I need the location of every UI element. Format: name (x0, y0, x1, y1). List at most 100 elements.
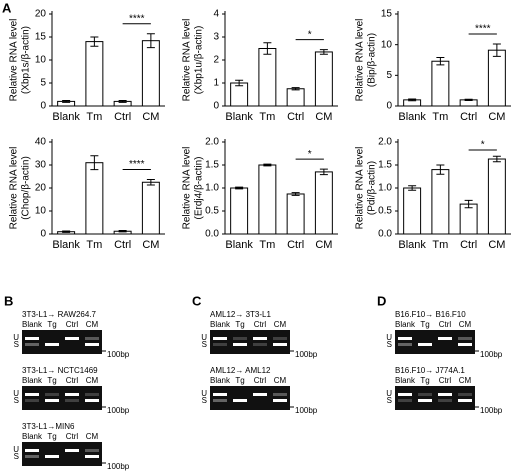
band (273, 337, 287, 340)
y-tick-label: 30 (35, 160, 47, 171)
band (273, 399, 287, 402)
lane-label: CM (274, 320, 287, 329)
error-bar (492, 43, 501, 57)
lane-label: Tg (47, 320, 56, 329)
bar (85, 41, 104, 107)
lane-label: Ctrl (66, 320, 79, 329)
y-tick-label: 2.0 (378, 137, 392, 148)
y-tick-label: 0.0 (378, 229, 392, 240)
significance-label: **** (129, 159, 145, 170)
error-bar (90, 36, 99, 47)
x-tick-label: Tm (86, 111, 102, 123)
y-tick-label: 0 (40, 101, 46, 112)
x-tick-label: Blank (398, 239, 426, 251)
band (398, 393, 412, 396)
x-tick-label: CM (142, 239, 159, 251)
band (458, 393, 472, 396)
blot-title: 3T3-L1→ NCTC1469 (22, 366, 98, 375)
x-tick-label: Blank (398, 111, 426, 123)
band (45, 343, 59, 346)
error-bar (118, 230, 127, 233)
band (418, 399, 432, 402)
x-tick-label: Ctrl (287, 111, 304, 123)
lane-label: CM (459, 376, 472, 385)
band-label: U (13, 389, 19, 398)
error-bar (62, 99, 71, 103)
y-tick-label: 1.0 (205, 183, 219, 194)
bar (314, 51, 333, 107)
band (65, 449, 79, 452)
gel (395, 330, 475, 354)
error-bar (62, 230, 71, 233)
y-axis-label: Relative RNA level (9, 19, 20, 102)
panel-label: B (4, 293, 13, 308)
band (25, 337, 39, 340)
band (85, 337, 99, 340)
y-tick-label: 5 (40, 78, 46, 89)
band (25, 343, 39, 346)
band (438, 337, 452, 340)
bar (286, 193, 305, 235)
y-axis-label: (Bip/β-actin) (367, 33, 378, 87)
error-bar (319, 49, 328, 55)
x-tick-label: CM (315, 111, 332, 123)
y-tick-label: 1.5 (205, 160, 219, 171)
bar (258, 48, 277, 107)
significance-label: * (308, 29, 312, 40)
bar (431, 169, 450, 235)
band-label: S (14, 340, 19, 349)
lane-label: CM (86, 432, 99, 441)
band (398, 337, 412, 340)
y-tick-label: 10 (35, 206, 47, 217)
bar (487, 158, 506, 235)
band (418, 343, 432, 346)
lane-label: Blank (22, 376, 43, 385)
x-tick-label: Blank (225, 239, 253, 251)
bar (85, 162, 104, 235)
bar (230, 187, 249, 235)
error-bar (146, 178, 155, 186)
x-tick-label: CM (488, 111, 505, 123)
lane-label: Tg (235, 376, 244, 385)
error-bar (291, 192, 300, 196)
lane-label: Tg (420, 376, 429, 385)
bar (431, 60, 450, 107)
band (398, 343, 412, 346)
y-tick-label: 2 (213, 55, 219, 66)
band (85, 343, 99, 346)
band (253, 343, 267, 346)
lane-label: Ctrl (254, 320, 267, 329)
band (65, 337, 79, 340)
y-axis-label: (Chop/β-actin) (21, 156, 32, 220)
gel (22, 330, 102, 354)
band (253, 337, 267, 340)
error-bar (464, 98, 473, 101)
y-axis-label: (Xbp1s/β-actin) (21, 26, 32, 94)
band-label: U (13, 333, 19, 342)
y-tick-label: 0.5 (378, 206, 392, 217)
y-tick-label: 0.0 (205, 229, 219, 240)
band (253, 393, 267, 396)
lane-label: Ctrl (66, 376, 79, 385)
band (45, 399, 59, 402)
lane-label: Ctrl (439, 320, 452, 329)
y-axis-label: (Pdi/β-actin) (367, 161, 378, 215)
band-label: S (14, 452, 19, 461)
x-tick-label: Tm (432, 239, 448, 251)
x-tick-label: Tm (432, 111, 448, 123)
marker-label: 100bp (480, 406, 503, 415)
band-label: S (202, 340, 207, 349)
blot-title: 3T3-L1→ RAW264.7 (22, 310, 97, 319)
x-tick-label: Blank (52, 111, 80, 123)
band-label: U (201, 389, 207, 398)
error-bar (436, 164, 445, 175)
bar (487, 49, 506, 107)
error-bar (235, 186, 244, 190)
y-axis-label: Relative RNA level (9, 147, 20, 230)
y-tick-label: 1 (213, 78, 219, 89)
error-bar (118, 99, 127, 103)
bar (230, 82, 249, 107)
error-bar (319, 168, 328, 176)
bar (258, 164, 277, 235)
lane-label: Blank (22, 432, 43, 441)
